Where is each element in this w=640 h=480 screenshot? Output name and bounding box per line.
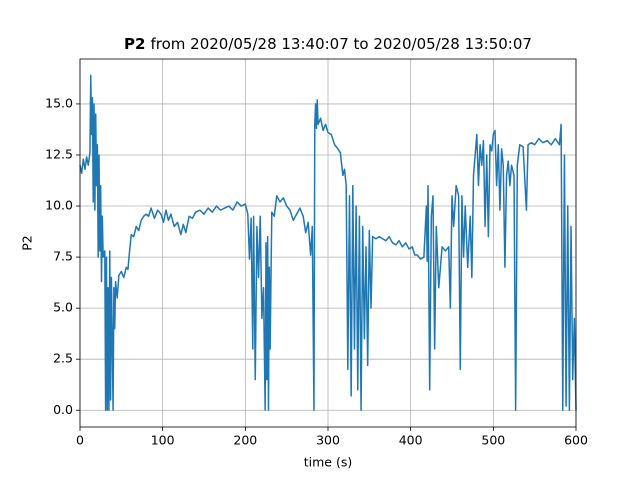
x-tick-label: 300 (316, 433, 340, 448)
x-tick-label: 0 (76, 433, 84, 448)
y-tick-label: 10.0 (45, 198, 73, 213)
title-rest: from 2020/05/28 13:40:07 to 2020/05/28 1… (150, 35, 531, 53)
y-tick-label: 5.0 (53, 300, 73, 315)
plot-frame (79, 58, 577, 428)
x-axis-label: time (s) (304, 455, 352, 470)
x-tick-label: 600 (564, 433, 588, 448)
y-tick-label: 7.5 (53, 249, 73, 264)
y-tick-label: 2.5 (53, 351, 73, 366)
data-line (79, 74, 577, 411)
x-tick-label: 500 (481, 433, 505, 448)
title-bold: P2 (124, 35, 145, 53)
x-tick-label: 400 (399, 433, 423, 448)
y-axis-label: P2 (20, 235, 35, 251)
chart-title: P2 from 2020/05/28 13:40:07 to 2020/05/28… (124, 35, 532, 53)
x-tick-label: 200 (233, 433, 257, 448)
y-tick-label: 0.0 (53, 402, 73, 417)
y-tick-label: 12.5 (45, 146, 73, 161)
y-tick-label: 15.0 (45, 95, 73, 110)
x-tick-label: 100 (151, 433, 175, 448)
